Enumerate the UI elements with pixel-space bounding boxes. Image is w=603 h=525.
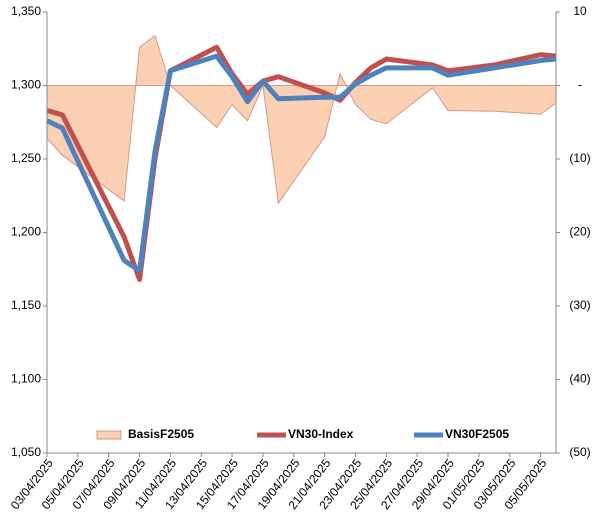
y-tick-label: 1,300 bbox=[11, 78, 41, 92]
y2-tick-label: (50) bbox=[569, 445, 590, 459]
y2-tick-label: (20) bbox=[569, 225, 590, 239]
y-tick-label: 1,150 bbox=[11, 298, 41, 312]
legend-label: VN30-Index bbox=[288, 427, 354, 441]
y-tick-label: 1,200 bbox=[11, 225, 41, 239]
y-tick-label: 1,100 bbox=[11, 372, 41, 386]
legend-label: VN30F2505 bbox=[445, 427, 509, 441]
legend-label: BasisF2505 bbox=[128, 427, 194, 441]
basis-area bbox=[46, 34, 557, 205]
y2-tick-label: (40) bbox=[569, 372, 590, 386]
y2-tick-label: 10 bbox=[573, 4, 587, 18]
y2-tick-label: - bbox=[578, 78, 582, 92]
y-tick-label: 1,250 bbox=[11, 151, 41, 165]
y-tick-label: 1,050 bbox=[11, 445, 41, 459]
y-tick-label: 1,350 bbox=[11, 4, 41, 18]
y2-tick-label: (10) bbox=[569, 151, 590, 165]
legend-swatch bbox=[96, 430, 122, 440]
y2-tick-label: (30) bbox=[569, 298, 590, 312]
line bbox=[45, 53, 557, 274]
